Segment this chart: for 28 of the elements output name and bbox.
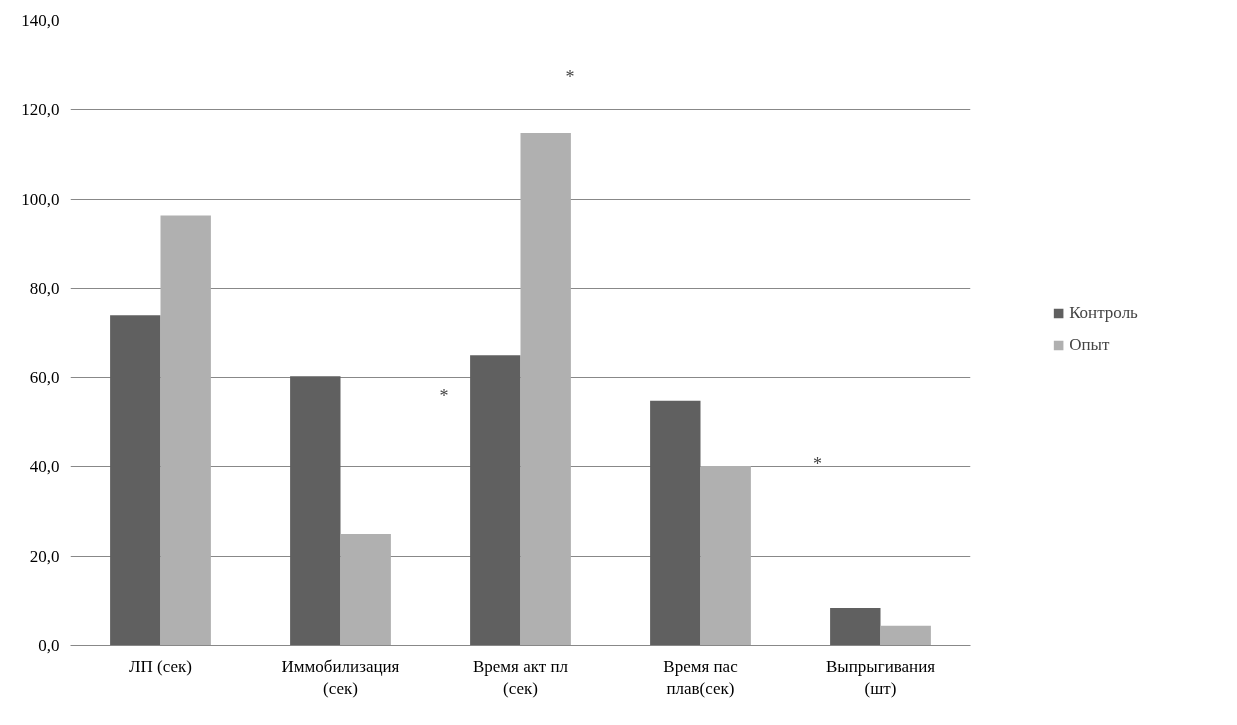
bar [650, 400, 701, 646]
y-tick-label: 40,0 [29, 457, 60, 477]
y-tick-label: 140,0 [21, 11, 60, 30]
annotation: * [439, 385, 449, 406]
bar [520, 133, 571, 646]
y-tick-label: 60,0 [29, 368, 60, 388]
y-tick-label: 20,0 [29, 546, 60, 566]
x-tick-label: ЛП (сек) [129, 656, 192, 676]
legend-label: Опыт [1069, 335, 1110, 356]
x-tick-label: Выпрыгивания (шт) [825, 656, 936, 699]
annotation: * [813, 454, 822, 475]
bar [470, 355, 521, 646]
x-tick-label: Время пас плав(сек) [663, 656, 739, 699]
bar [160, 215, 211, 646]
y-tick-label: 80,0 [29, 278, 60, 298]
bar [110, 315, 161, 646]
bar [290, 376, 341, 646]
y-tick-label: 120,0 [21, 100, 60, 120]
y-tick-label: 0,0 [38, 636, 60, 655]
bar [700, 466, 751, 646]
x-tick-label: Иммобилизация (сек) [281, 656, 400, 699]
y-tick-label: 100,0 [21, 189, 60, 209]
x-tick-label: Время акт пл (сек) [472, 656, 569, 699]
bar [340, 533, 391, 646]
bar [830, 608, 881, 646]
annotation: * [565, 66, 575, 87]
legend-label: Контроль [1069, 303, 1138, 324]
bar [880, 625, 931, 646]
